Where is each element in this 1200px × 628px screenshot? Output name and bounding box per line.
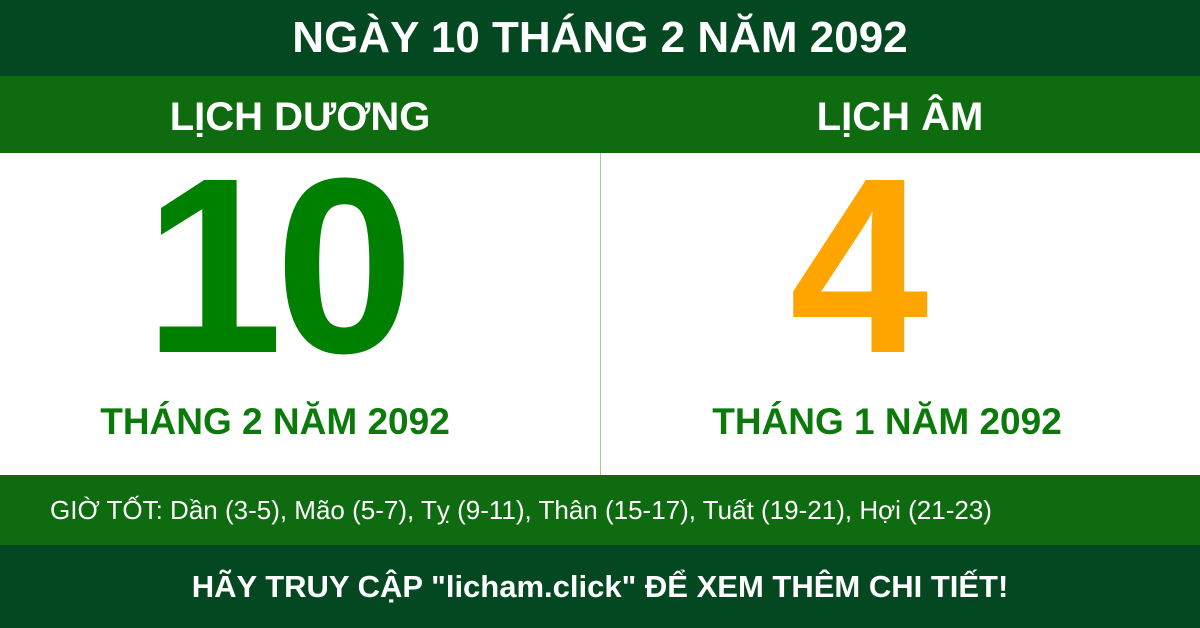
calendar-headings: LỊCH DƯƠNG LỊCH ÂM (0, 76, 1200, 153)
solar-month-year: THÁNG 2 NĂM 2092 (100, 401, 450, 442)
good-hours: GIỜ TỐT: Dần (3-5), Mão (5-7), Tỵ (9-11)… (0, 475, 1200, 545)
lunar-heading: LỊCH ÂM (816, 95, 984, 139)
column-divider (600, 153, 601, 475)
solar-column: 10 THÁNG 2 NĂM 2092 (0, 141, 575, 475)
lunar-day: 4 (789, 126, 928, 405)
lunar-column: 4 THÁNG 1 NĂM 2092 (600, 141, 1200, 475)
solar-heading: LỊCH DƯƠNG (169, 95, 431, 139)
footer-cta: HÃY TRUY CẬP "licham.click" ĐỂ XEM THÊM … (0, 545, 1200, 628)
lunar-month-year: THÁNG 1 NĂM 2092 (712, 401, 1062, 442)
calendar-body: 10 THÁNG 2 NĂM 2092 4 THÁNG 1 NĂM 2092 (0, 141, 1200, 475)
solar-day: 10 (143, 126, 414, 405)
page-title: NGÀY 10 THÁNG 2 NĂM 2092 (0, 0, 1200, 76)
